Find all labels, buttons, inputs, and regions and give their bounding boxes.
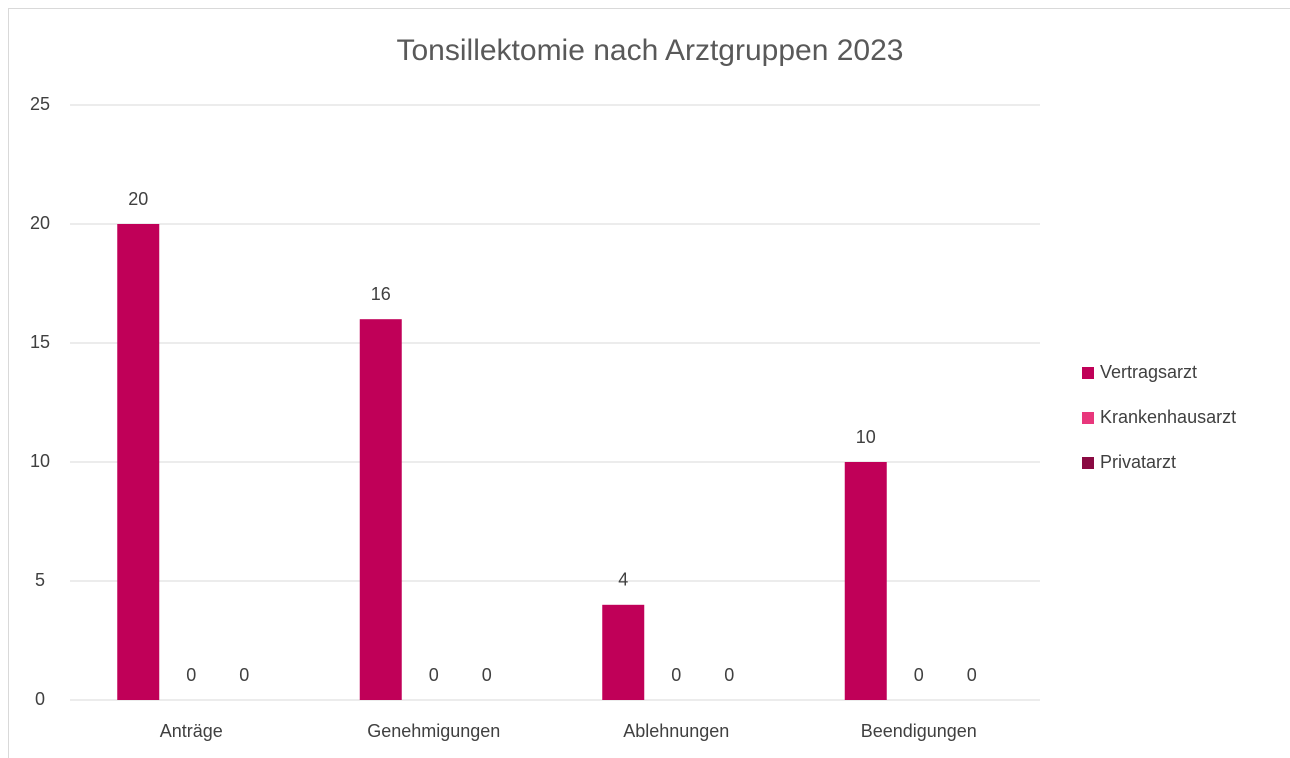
bar [359, 319, 402, 700]
x-tick-label: Anträge [160, 721, 223, 741]
data-label: 0 [724, 665, 734, 685]
x-tick-label: Beendigungen [861, 721, 977, 741]
legend-label: Privatarzt [1100, 452, 1176, 472]
legend-swatch [1082, 367, 1094, 379]
legend-label: Vertragsarzt [1100, 362, 1197, 382]
y-tick-label: 15 [30, 332, 50, 352]
data-label: 0 [914, 665, 924, 685]
data-label: 0 [186, 665, 196, 685]
data-label: 0 [671, 665, 681, 685]
y-tick-label: 10 [30, 451, 50, 471]
legend-swatch [1082, 412, 1094, 424]
bar [117, 224, 160, 700]
bar [844, 462, 887, 700]
data-label: 20 [128, 189, 148, 209]
data-label: 0 [967, 665, 977, 685]
data-label: 4 [618, 570, 628, 590]
y-tick-label: 25 [30, 94, 50, 114]
data-label: 0 [482, 665, 492, 685]
data-label: 0 [239, 665, 249, 685]
bar [602, 604, 645, 700]
chart-frame [8, 8, 1290, 758]
legend-label: Krankenhausarzt [1100, 407, 1236, 427]
x-tick-label: Genehmigungen [367, 721, 500, 741]
data-label: 10 [856, 427, 876, 447]
y-tick-label: 5 [35, 570, 45, 590]
data-label: 0 [429, 665, 439, 685]
y-tick-label: 20 [30, 213, 50, 233]
legend-swatch [1082, 457, 1094, 469]
chart-title: Tonsillektomie nach Arztgruppen 2023 [397, 34, 904, 67]
data-label: 16 [371, 284, 391, 304]
x-tick-label: Ablehnungen [623, 721, 729, 741]
y-tick-label: 0 [35, 689, 45, 709]
